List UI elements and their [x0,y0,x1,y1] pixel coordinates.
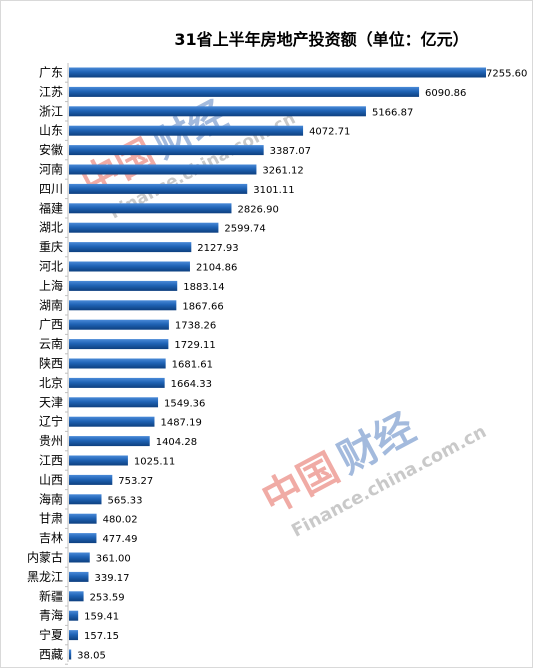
value-label: 1487.19 [160,418,201,429]
category-label: 甘肃 [39,512,63,526]
bar [69,86,420,97]
bar [69,610,79,621]
chart-title: 31省上半年房地产投资额（单位：亿元） [174,30,469,49]
value-label: 7255.60 [486,69,527,80]
value-label: 753.27 [118,476,153,487]
value-label: 3261.12 [262,166,303,177]
bar [69,106,366,117]
bar [69,339,169,350]
value-label: 361.00 [96,554,131,565]
bar [69,533,97,544]
value-label: 6090.86 [425,88,466,99]
category-label: 内蒙古 [27,550,63,565]
category-label: 山西 [39,473,63,487]
value-label: 1738.26 [175,321,216,332]
category-label: 吉林 [39,531,63,545]
bar [69,261,190,272]
value-label: 1404.28 [156,437,197,448]
category-label: 广西 [39,318,63,332]
category-label: 江苏 [39,85,63,99]
value-label: 4072.71 [309,127,350,138]
category-label: 四川 [39,182,63,196]
category-label: 黑龙江 [27,570,63,584]
bar [69,242,192,253]
category-label: 北京 [39,376,63,390]
bar [69,397,159,408]
category-label: 海南 [39,491,63,506]
value-label: 565.33 [107,495,142,506]
value-label: 1867.66 [182,301,223,312]
category-label: 陕西 [39,356,63,371]
bar [69,474,113,485]
category-label: 江西 [39,454,63,468]
value-label: 2127.93 [197,243,238,254]
category-label: 辽宁 [39,414,63,429]
category-label: 河北 [39,260,63,274]
bar [69,300,177,311]
bar [69,125,304,136]
bar [69,203,232,214]
category-label: 西藏 [39,648,63,662]
value-label: 1883.14 [183,282,224,293]
bar [69,377,165,388]
value-label: 1025.11 [134,457,175,468]
value-label: 1729.11 [174,340,215,351]
bar [69,145,264,156]
bar [69,455,128,466]
category-label: 广东 [39,66,63,80]
category-label: 浙江 [39,104,63,118]
value-label: 253.59 [90,592,125,603]
value-label: 2826.90 [237,204,278,215]
category-label: 青海 [39,608,63,623]
value-label: 339.17 [94,573,129,584]
value-label: 1664.33 [171,379,212,390]
value-label: 5166.87 [372,107,413,118]
category-label: 云南 [39,336,63,351]
category-label: 湖南 [39,297,63,312]
bar [69,513,97,524]
bar [69,183,248,194]
category-label: 宁夏 [39,627,63,642]
category-label: 湖北 [39,220,63,235]
value-label: 38.05 [77,651,106,662]
bar [69,416,155,427]
bar [69,280,178,291]
bar [69,164,257,175]
value-label: 3387.07 [270,146,311,157]
bar [69,591,84,602]
bar [69,649,72,660]
bar [69,358,166,369]
category-label: 新疆 [39,588,63,603]
value-label: 1549.36 [164,398,205,409]
category-label: 重庆 [39,240,63,254]
bar [69,436,150,447]
value-label: 480.02 [103,515,138,526]
category-label: 天津 [39,395,63,409]
value-label: 477.49 [102,534,137,545]
category-label: 上海 [39,278,63,293]
bar [69,552,90,563]
category-label: 河南 [39,162,63,177]
category-label: 福建 [39,200,63,215]
value-label: 2104.86 [196,263,237,274]
value-label: 2599.74 [224,224,265,235]
bar [69,67,486,78]
bar [69,630,79,641]
bar [69,571,89,582]
value-label: 1681.61 [172,360,213,371]
bar [69,222,219,233]
value-label: 157.15 [84,631,119,642]
category-label: 山东 [39,124,63,138]
bar [69,319,169,330]
category-label: 安徽 [39,142,63,157]
value-label: 3101.11 [253,185,294,196]
bar [69,494,102,505]
value-label: 159.41 [84,612,119,623]
category-label: 贵州 [39,434,63,448]
